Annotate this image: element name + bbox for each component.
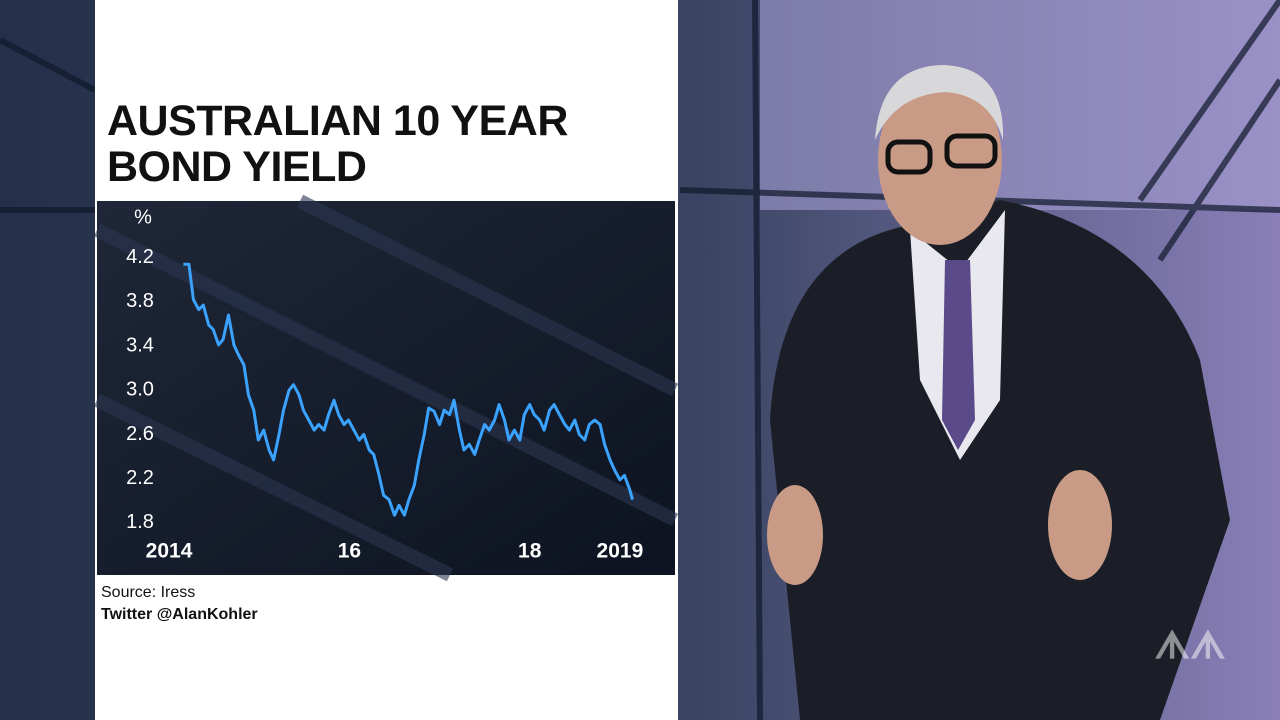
credit: Twitter @AlanKohler <box>101 606 258 623</box>
x-tick-label: 18 <box>518 540 542 563</box>
presenter-hand <box>767 485 823 585</box>
y-tick-label: 3.0 <box>126 379 154 401</box>
source: Source: Iress <box>101 584 196 601</box>
presenter-glasses <box>885 133 998 175</box>
window <box>760 0 1280 210</box>
channel-logo: ᗑᗑ <box>1154 625 1226 667</box>
y-tick-label: 1.8 <box>126 511 154 533</box>
presenter-hair <box>875 65 1004 140</box>
chart-backdrop-lines <box>93 194 679 582</box>
y-axis-label: % <box>134 206 152 228</box>
y-tick-label: 2.6 <box>126 423 154 445</box>
chart-area <box>97 201 675 575</box>
x-tick-label: 2019 <box>597 540 644 563</box>
line <box>183 262 634 517</box>
y-tick-label: 3.8 <box>126 290 154 312</box>
y-tick-label: 2.2 <box>126 467 154 489</box>
presenter-tie <box>942 260 975 450</box>
x-tick-label: 2014 <box>146 540 193 563</box>
chart-title: AUSTRALIAN 10 YEAR BOND YIELD <box>107 97 568 191</box>
presenter-hand <box>1048 470 1112 580</box>
y-tick-label: 4.2 <box>126 246 154 268</box>
y-tick-label: 3.4 <box>126 334 154 356</box>
presenter-suit <box>770 200 1230 720</box>
x-tick-label: 16 <box>338 540 361 563</box>
presenter-head <box>878 75 1002 245</box>
